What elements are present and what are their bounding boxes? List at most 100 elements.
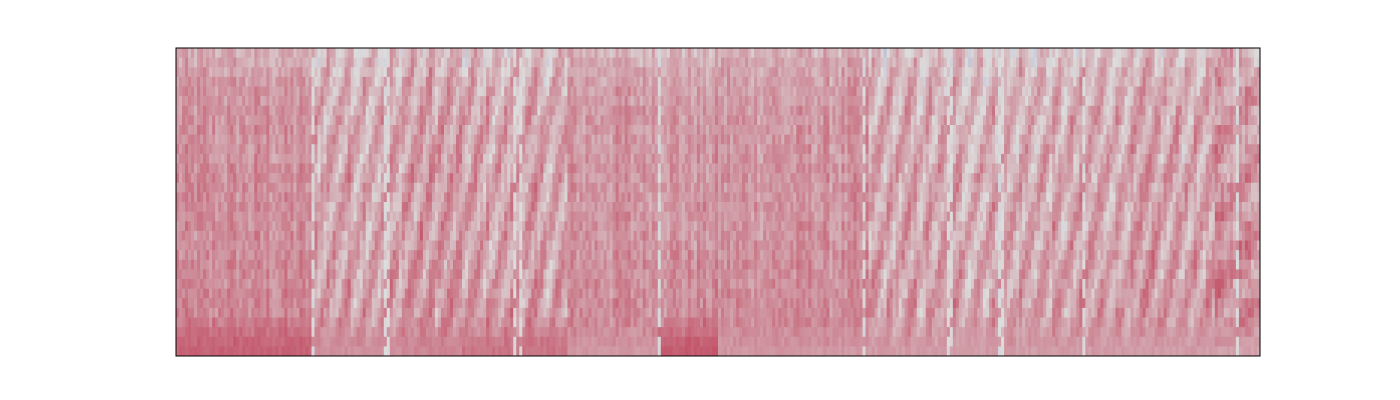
heatmap-cell: [383, 202, 388, 213]
heatmap-cell: [468, 163, 472, 174]
heatmap-cell: [239, 230, 243, 241]
heatmap-cell: [627, 76, 632, 87]
heatmap-cell: [398, 153, 403, 164]
heatmap-cell: [501, 298, 505, 309]
heatmap-cell: [513, 221, 517, 232]
heatmap-cell: [332, 279, 336, 290]
heatmap-cell: [269, 269, 273, 280]
heatmap-cell: [492, 48, 496, 59]
heatmap-cell: [425, 86, 430, 97]
heatmap-cell: [332, 182, 336, 193]
heatmap-cell: [570, 96, 574, 107]
heatmap-cell: [203, 153, 207, 164]
heatmap-cell: [546, 230, 550, 241]
heatmap-cell: [332, 298, 336, 309]
heatmap-cell: [218, 279, 222, 290]
heatmap-cell: [215, 221, 219, 232]
heatmap-cell: [365, 96, 370, 107]
heatmap-cell: [233, 346, 237, 357]
heatmap-cell: [528, 240, 532, 251]
heatmap-cell: [212, 163, 216, 174]
heatmap-cell: [227, 153, 231, 164]
heatmap-cell: [323, 240, 327, 251]
heatmap-cell: [570, 259, 574, 270]
heatmap-cell: [335, 144, 339, 155]
heatmap-cell: [206, 48, 210, 59]
heatmap-cell: [254, 134, 258, 145]
heatmap-cell: [549, 48, 553, 59]
heatmap-cell: [573, 144, 577, 155]
heatmap-cell: [332, 163, 336, 174]
heatmap-cell: [537, 182, 541, 193]
heatmap-cell: [537, 125, 541, 136]
heatmap-cell: [477, 346, 481, 357]
heatmap-cell: [468, 105, 472, 116]
heatmap-cell: [465, 259, 469, 270]
heatmap-cell: [371, 125, 376, 136]
heatmap-cell: [389, 115, 394, 126]
heatmap-cell: [558, 173, 562, 184]
heatmap-cell: [534, 307, 538, 318]
heatmap-cell: [395, 307, 400, 318]
heatmap-cell: [401, 57, 406, 68]
heatmap-cell: [633, 115, 638, 126]
heatmap-cell: [447, 105, 451, 116]
heatmap-cell: [450, 76, 454, 87]
heatmap-cell: [182, 269, 186, 280]
heatmap-cell: [597, 134, 601, 145]
heatmap-cell: [407, 240, 412, 251]
heatmap-cell: [456, 115, 460, 126]
heatmap-cell: [588, 240, 592, 251]
heatmap-cell: [341, 307, 346, 318]
heatmap-cell: [233, 288, 237, 299]
heatmap-cell: [501, 202, 505, 213]
heatmap-cell: [546, 115, 550, 126]
heatmap-cell: [525, 317, 529, 328]
heatmap-cell: [501, 230, 505, 241]
heatmap-cell: [510, 317, 514, 328]
heatmap-cell: [341, 67, 346, 78]
heatmap-cell: [633, 125, 638, 136]
heatmap-cell: [383, 86, 388, 97]
heatmap-cell: [260, 182, 264, 193]
heatmap-cell: [191, 96, 195, 107]
heatmap-cell: [239, 269, 243, 280]
heatmap-cell: [200, 279, 204, 290]
heatmap-cell: [453, 76, 457, 87]
heatmap-cell: [615, 182, 620, 193]
heatmap-cell: [600, 144, 604, 155]
heatmap-cell: [296, 279, 300, 290]
heatmap-cell: [528, 192, 532, 203]
heatmap-cell: [624, 279, 629, 290]
heatmap-cell: [362, 279, 367, 290]
heatmap-cell: [540, 96, 544, 107]
heatmap-cell: [257, 192, 261, 203]
heatmap-cell: [224, 153, 228, 164]
heatmap-cell: [275, 96, 279, 107]
heatmap-cell: [579, 346, 583, 357]
heatmap-cell: [504, 279, 508, 290]
heatmap-cell: [540, 288, 544, 299]
heatmap-cell: [443, 221, 448, 232]
heatmap-cell: [350, 48, 355, 59]
heatmap-cell: [573, 279, 577, 290]
heatmap-cell: [251, 279, 255, 290]
heatmap-cell: [624, 115, 629, 126]
heatmap-cell: [347, 269, 352, 280]
heatmap-cell: [591, 202, 595, 213]
heatmap-cell: [558, 153, 562, 164]
heatmap-cell: [624, 202, 629, 213]
heatmap-cell: [401, 76, 406, 87]
heatmap-cell: [636, 163, 641, 174]
heatmap-cell: [519, 134, 523, 145]
heatmap-cell: [645, 48, 650, 59]
heatmap-cell: [558, 230, 562, 241]
heatmap-cell: [483, 202, 487, 213]
heatmap-cell: [191, 105, 195, 116]
heatmap-cell: [422, 288, 427, 299]
heatmap-cell: [594, 307, 598, 318]
heatmap-cell: [233, 317, 237, 328]
heatmap-cell: [594, 134, 598, 145]
heatmap-cell: [428, 298, 433, 309]
heatmap-cell: [395, 105, 400, 116]
